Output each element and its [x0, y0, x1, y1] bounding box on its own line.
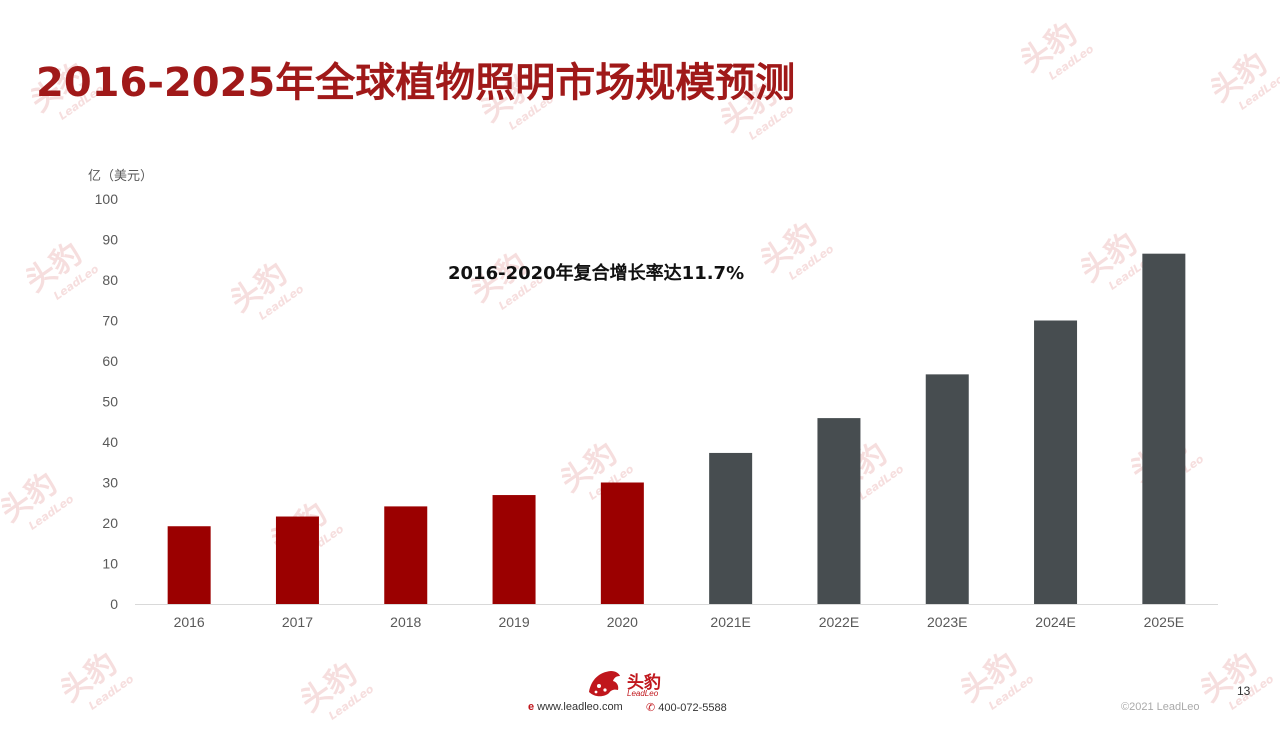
- logo-text: 头豹: [627, 673, 661, 693]
- phone-text: 400-072-5588: [658, 702, 727, 714]
- x-tick-label: 2024E: [1035, 614, 1075, 630]
- y-tick-label: 90: [102, 232, 118, 248]
- bar-2024E: [1034, 320, 1078, 604]
- footer-website[interactable]: e www.leadleo.com: [528, 701, 623, 713]
- bar-2020: [600, 482, 644, 604]
- bar-2021E: [709, 452, 753, 604]
- x-tick-label: 2017: [282, 614, 313, 630]
- leadleo-logo: 头豹 LeadLeo: [585, 666, 695, 702]
- copyright: ©2021 LeadLeo: [1121, 701, 1200, 713]
- footer-phone: ✆ 400-072-5588: [646, 701, 727, 714]
- y-tick-label: 80: [102, 272, 118, 288]
- y-tick-label: 30: [102, 475, 118, 491]
- x-tick-label: 2016: [174, 614, 205, 630]
- x-tick-label: 2022E: [819, 614, 859, 630]
- bar-2017: [275, 516, 319, 604]
- web-icon: e: [528, 701, 535, 713]
- page-number: 13: [1237, 684, 1251, 698]
- leopard-logo-icon: [589, 671, 620, 697]
- x-tick-label: 2021E: [710, 614, 750, 630]
- x-tick-label: 2020: [607, 614, 638, 630]
- bar-2023E: [925, 374, 969, 604]
- bar-2022E: [817, 418, 861, 604]
- x-tick-label: 2025E: [1144, 614, 1184, 630]
- y-tick-label: 60: [102, 353, 118, 369]
- bar-2016: [167, 526, 211, 604]
- y-tick-label: 50: [102, 394, 118, 410]
- bar-2019: [492, 495, 536, 604]
- y-axis-unit-label: 亿（美元）: [88, 169, 154, 184]
- page-title: 2016-2025年全球植物照明市场规模预测: [36, 60, 796, 106]
- phone-icon: ✆: [646, 702, 656, 714]
- x-tick-label: 2023E: [927, 614, 967, 630]
- logo-subtext: LeadLeo: [627, 689, 659, 698]
- cagr-annotation: 2016-2020年复合增长率达11.7%: [448, 263, 745, 284]
- y-tick-label: 70: [102, 313, 118, 329]
- y-tick-label: 20: [102, 515, 118, 531]
- y-tick-label: 0: [110, 596, 118, 612]
- y-tick-label: 10: [102, 556, 118, 572]
- website-text: www.leadleo.com: [537, 701, 623, 713]
- x-tick-label: 2019: [498, 614, 529, 630]
- bar-2025E: [1142, 253, 1186, 605]
- y-tick-label: 100: [95, 191, 119, 207]
- x-tick-label: 2018: [390, 614, 421, 630]
- y-tick-label: 40: [102, 434, 118, 450]
- bar-2018: [384, 506, 428, 604]
